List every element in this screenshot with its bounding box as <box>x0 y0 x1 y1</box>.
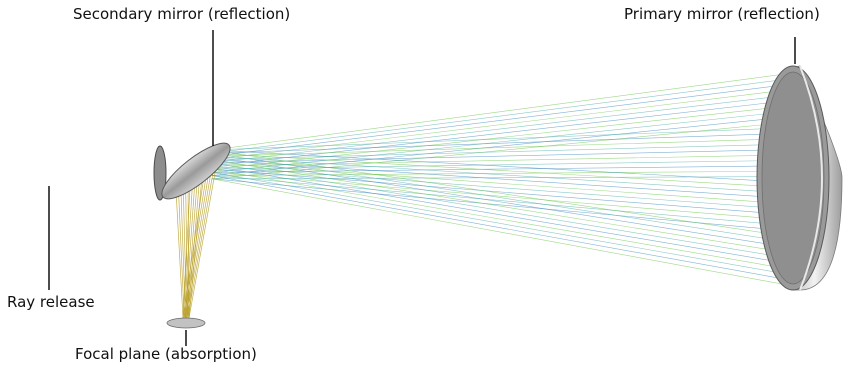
reflected-ray <box>211 84 786 157</box>
reflected-ray <box>211 162 786 258</box>
focus-ray <box>185 177 196 319</box>
focus-rays <box>175 162 218 319</box>
reflected-rays <box>211 73 786 285</box>
focus-ray <box>182 180 191 319</box>
focus-ray <box>182 170 206 319</box>
reflected-ray <box>211 149 786 164</box>
reflected-ray <box>211 138 786 157</box>
reflected-ray <box>211 156 786 194</box>
reflected-ray <box>211 168 786 269</box>
focus-ray <box>175 189 184 319</box>
focus-ray <box>186 175 198 319</box>
ray-release-label: Ray release <box>7 293 95 311</box>
focus-ray <box>183 178 194 319</box>
reflected-ray <box>211 172 786 221</box>
focus-ray <box>180 186 186 319</box>
reflected-ray <box>211 162 786 204</box>
reflected-ray <box>211 95 786 164</box>
reflected-ray <box>211 159 786 253</box>
focal-plane <box>166 317 206 329</box>
reflected-ray <box>211 152 786 242</box>
reflected-ray <box>211 178 786 285</box>
reflected-ray <box>211 172 786 275</box>
primary-mirror <box>756 65 843 291</box>
focal-plane-label: Focal plane (absorption) <box>75 345 257 363</box>
focus-ray <box>185 167 210 319</box>
focus-ray <box>188 162 218 319</box>
reflected-ray <box>211 159 786 199</box>
reflected-ray <box>211 127 786 151</box>
reflected-ray <box>211 152 786 188</box>
reflected-ray <box>211 106 786 170</box>
focus-ray <box>187 164 215 319</box>
reflected-ray <box>211 133 786 154</box>
reflected-ray <box>211 168 786 215</box>
reflected-ray <box>211 79 786 154</box>
reflected-ray <box>211 175 786 280</box>
reflected-ray <box>211 73 786 151</box>
leader-lines <box>48 30 796 346</box>
reflected-ray <box>211 156 786 248</box>
secondary-mirror-label: Secondary mirror (reflection) <box>73 5 291 23</box>
reflected-ray <box>211 175 786 226</box>
secondary-mirror <box>153 142 231 201</box>
reflected-ray <box>211 143 786 160</box>
reflected-ray <box>211 149 786 237</box>
primary-mirror-label: Primary mirror (reflection) <box>624 5 820 23</box>
reflected-ray <box>211 165 786 210</box>
focus-ray <box>183 169 208 319</box>
focus-ray <box>186 165 213 319</box>
reflected-ray <box>211 165 786 264</box>
focus-ray <box>178 188 185 319</box>
reflected-ray <box>211 89 786 160</box>
reflected-ray <box>211 149 786 183</box>
